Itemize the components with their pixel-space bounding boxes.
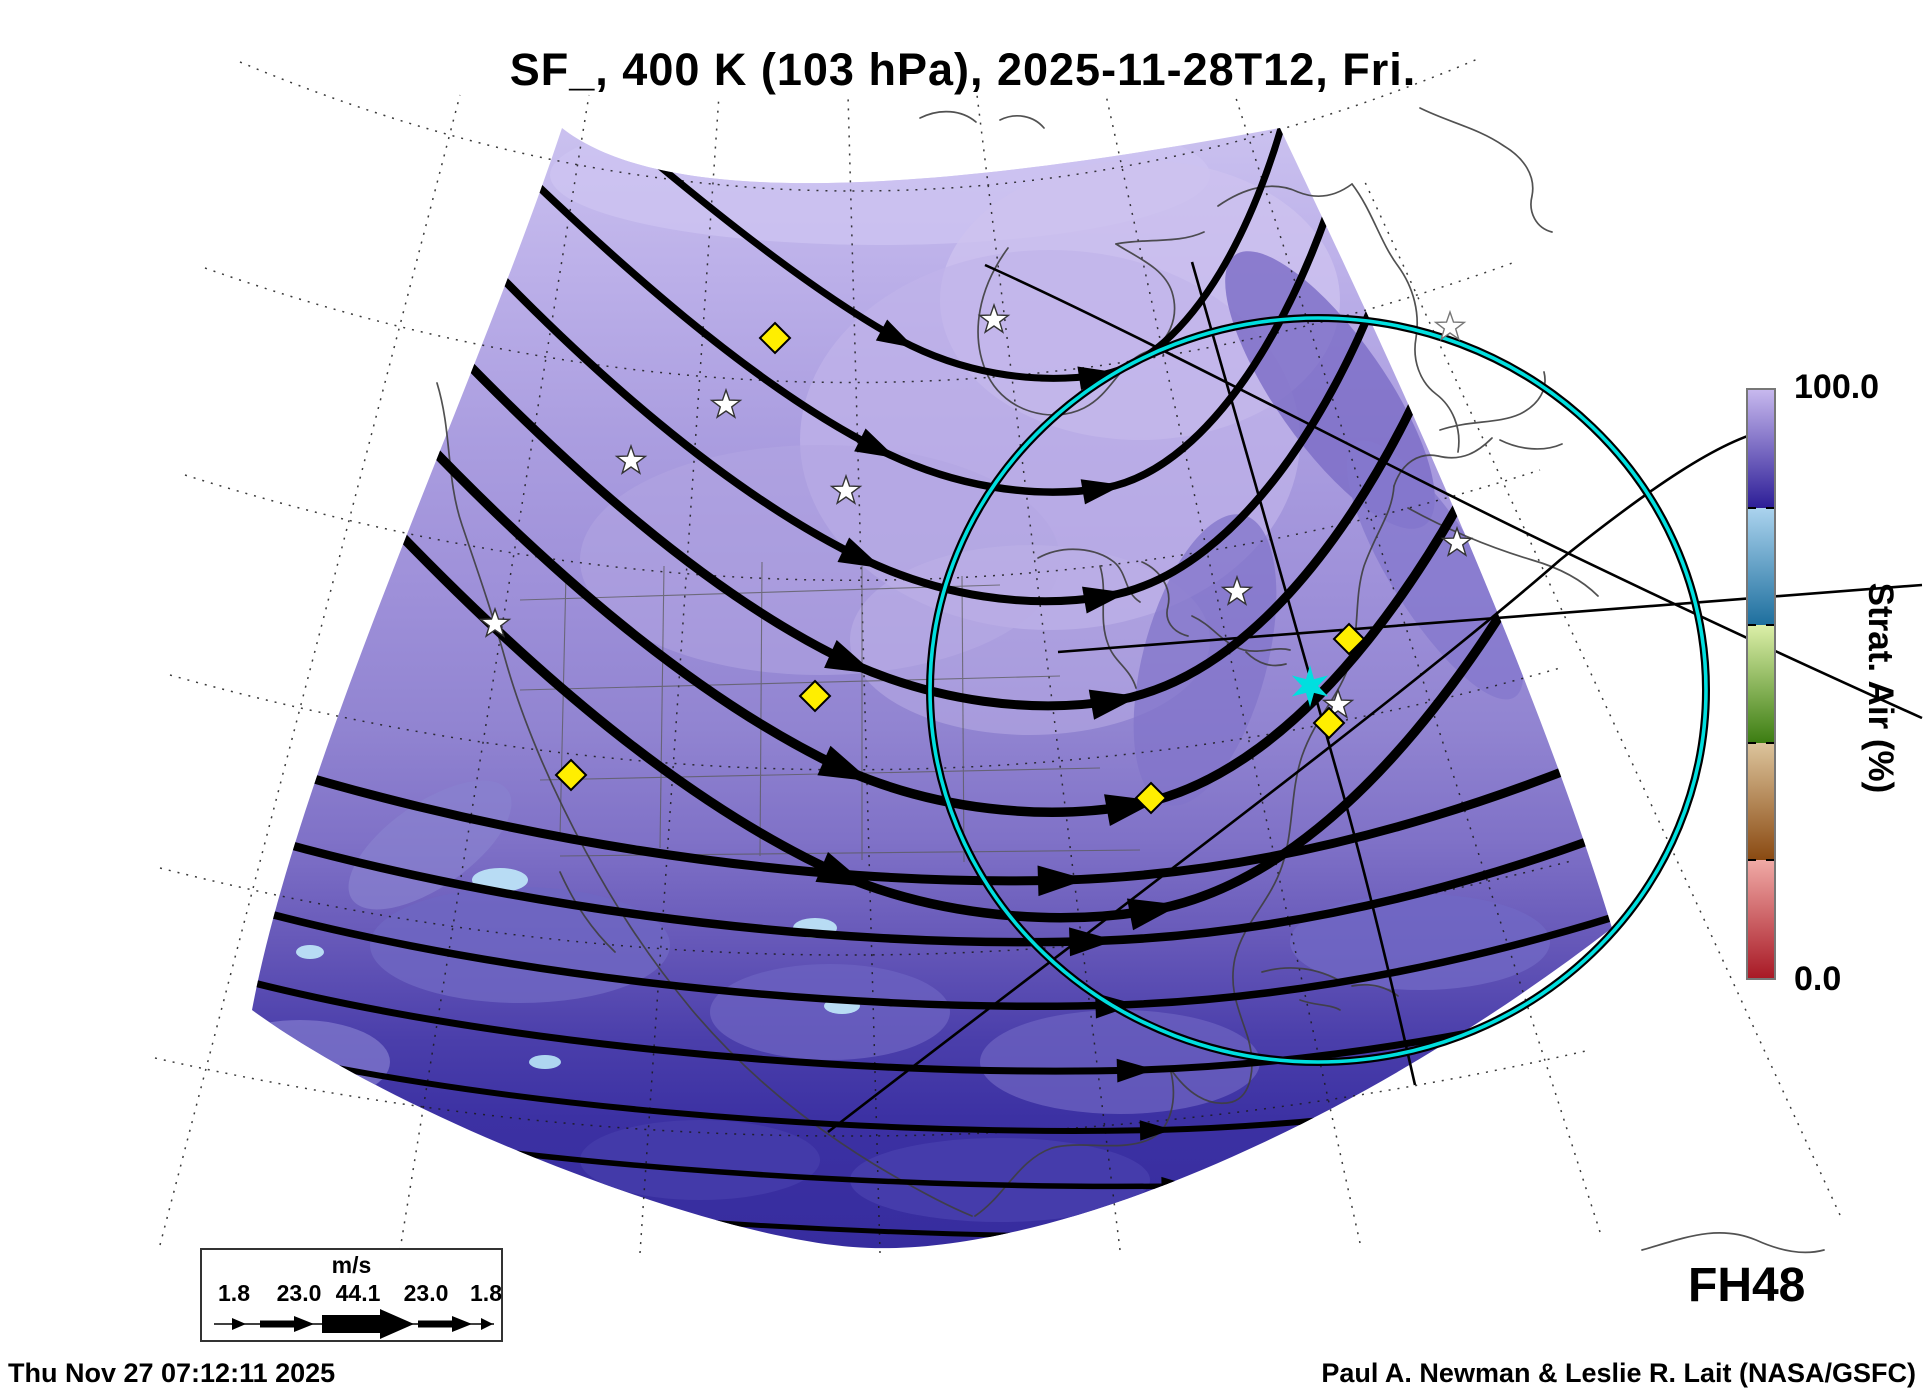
colorbar-tick	[1748, 624, 1756, 627]
colorbar-tick	[1766, 506, 1774, 509]
forecast-hour-label: FH48	[1688, 1259, 1806, 1312]
credit-text: Paul A. Newman & Leslie R. Lait (NASA/GS…	[1321, 1358, 1916, 1388]
wind-streamlines	[252, 128, 1612, 1245]
city-star-marker	[1220, 574, 1254, 606]
plot-title: SF_, 400 K (103 hPa), 2025-11-28T12, Fri…	[509, 44, 1417, 95]
city-star-marker	[709, 387, 743, 419]
wind-value: 23.0	[403, 1280, 449, 1306]
colorbar-tick	[1766, 741, 1774, 744]
graticule	[154, 57, 1841, 1254]
colorbar-tick	[1766, 624, 1774, 627]
colorbar-tick	[1748, 741, 1756, 744]
station-diamond-marker	[554, 758, 588, 792]
range-circle	[926, 314, 1710, 1066]
city-star-marker	[1321, 687, 1355, 719]
wind-speed-legend: m/s 1.8 23.0 44.1 23.0 1.8	[200, 1248, 503, 1342]
city-star-marker	[614, 443, 648, 475]
wind-value: 44.1	[335, 1280, 381, 1306]
wind-value: 1.8	[218, 1280, 250, 1306]
city-star-marker	[977, 302, 1011, 334]
trajectory-track-lines	[827, 261, 1923, 1134]
colorbar-tick	[1748, 506, 1756, 509]
city-star-marker	[1440, 525, 1474, 557]
colorbar-max-label: 100.0	[1794, 368, 1880, 406]
city-star-marker	[478, 606, 512, 638]
wind-units-label: m/s	[331, 1252, 372, 1278]
colorbar-min-label: 0.0	[1794, 960, 1842, 998]
wind-value: 23.0	[276, 1280, 322, 1306]
station-diamond-marker	[1134, 781, 1168, 815]
colorbar-title: Strat. Air (%)	[1861, 582, 1900, 794]
colorbar	[1746, 388, 1776, 980]
wind-value: 1.8	[470, 1280, 502, 1306]
city-star-marker	[829, 473, 863, 505]
colorbar-tick	[1748, 859, 1756, 862]
station-diamond-marker	[1312, 706, 1346, 740]
center-point-cyan-star	[1291, 665, 1329, 707]
colorbar-segment-100-80	[1748, 390, 1774, 508]
colorbar-segment-40-20	[1748, 742, 1774, 861]
creation-timestamp: Thu Nov 27 07:12:11 2025	[8, 1358, 336, 1388]
colorbar-segment-80-60	[1748, 507, 1774, 626]
colorbar-segment-20-0	[1748, 860, 1774, 978]
station-diamond-marker	[758, 321, 792, 355]
station-diamond-marker	[798, 679, 832, 713]
wind-arrow-scale	[214, 1309, 494, 1339]
station-diamond-marker	[1332, 622, 1366, 656]
colorbar-segment-60-40	[1748, 625, 1774, 743]
city-star-marker-outline	[1433, 309, 1467, 341]
colorbar-tick	[1766, 859, 1774, 862]
map-markers	[478, 302, 1474, 815]
